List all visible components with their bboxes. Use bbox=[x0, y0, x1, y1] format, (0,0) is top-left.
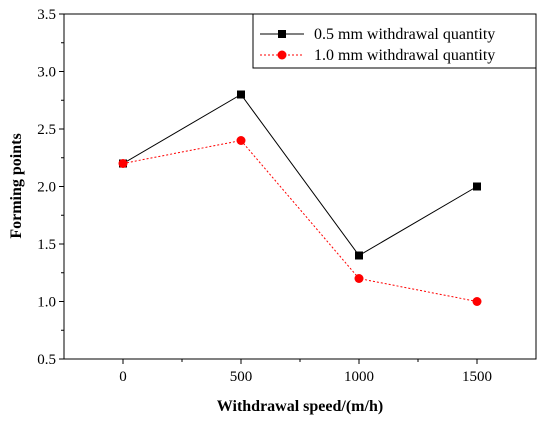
series-1-point bbox=[473, 182, 481, 191]
ticks-layer: 0.5 1.0 1.5 2.0 2.5 3.0 3.5 0 500 1000 1500 bbox=[37, 7, 492, 385]
y-tick-label: 2.5 bbox=[37, 122, 56, 138]
y-tick-label: 3.0 bbox=[37, 65, 56, 81]
y-tick-label: 2.0 bbox=[37, 180, 56, 196]
series-2-point bbox=[118, 159, 128, 168]
legend-marker-series-1 bbox=[278, 30, 286, 38]
series-2-line bbox=[122, 139, 478, 302]
x-tick-label: 1500 bbox=[462, 369, 492, 385]
series-layer bbox=[118, 90, 482, 306]
legend-label-series-1: 0.5 mm withdrawal quantity bbox=[314, 26, 495, 43]
y-tick-label: 3.5 bbox=[37, 7, 56, 23]
x-tick-label: 500 bbox=[230, 369, 253, 385]
legend-frame bbox=[252, 13, 537, 69]
legend-marker-series-2 bbox=[277, 50, 287, 60]
y-axis-title: Forming points bbox=[8, 133, 25, 238]
series-2-point bbox=[236, 136, 246, 145]
x-tick-label: 1000 bbox=[344, 369, 374, 385]
y-tick-label: 0.5 bbox=[37, 352, 56, 368]
series-1-point bbox=[355, 251, 363, 260]
x-tick-label: 0 bbox=[119, 369, 127, 385]
y-tick-label: 1.0 bbox=[37, 295, 56, 311]
x-axis-title: Withdrawal speed/(m/h) bbox=[217, 398, 383, 415]
series-1-line bbox=[122, 93, 478, 257]
series-1-point bbox=[237, 90, 245, 99]
series-2-point bbox=[354, 274, 364, 283]
legend-label-series-2: 1.0 mm withdrawal quantity bbox=[314, 47, 495, 64]
series-2-point bbox=[472, 297, 482, 306]
legend: 0.5 mm withdrawal quantity 1.0 mm withdr… bbox=[252, 13, 537, 69]
y-tick-label: 1.5 bbox=[37, 237, 56, 253]
